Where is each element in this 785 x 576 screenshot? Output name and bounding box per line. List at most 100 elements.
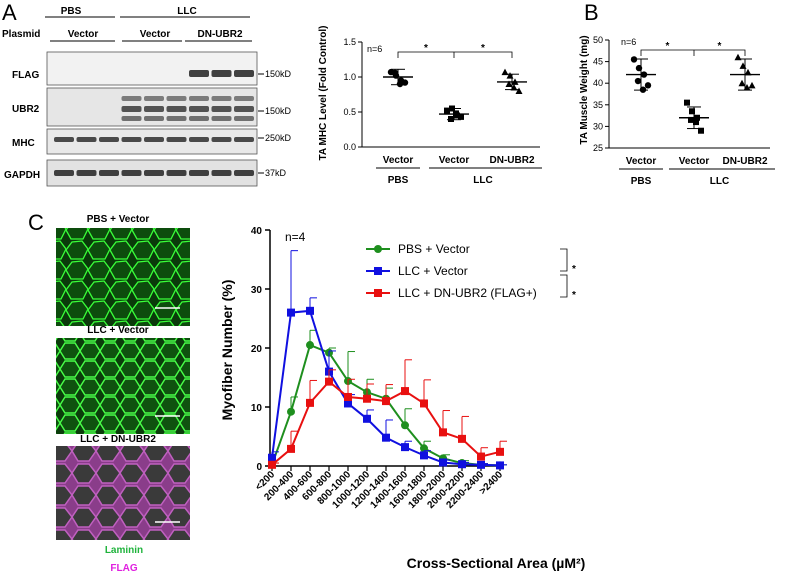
chart-c-ytick-label-0: 0	[256, 462, 262, 473]
blot-band-4-1	[76, 137, 97, 142]
chart-c-point-1-8	[420, 451, 428, 460]
blot-band-2-4	[144, 106, 164, 112]
chart-c-ytick-label-3: 30	[251, 285, 263, 296]
blot-band-4-4	[144, 137, 164, 142]
chart-c-point-1-7	[401, 443, 409, 452]
stain-label-laminin: Laminin	[105, 545, 143, 556]
chartA-ytick-label-1: 0.5	[343, 107, 356, 117]
chart-a-annotation: n=6	[367, 44, 382, 54]
plasmid-label: Plasmid	[2, 29, 40, 40]
blot-bands	[54, 70, 254, 176]
chartB-ytick-label-5: 50	[593, 35, 603, 45]
chart-c-point-2-8	[420, 399, 428, 408]
chart-b-group-pbs: PBS	[631, 176, 652, 187]
chartA-bracket	[397, 51, 513, 58]
blot-band-1-8	[234, 96, 254, 101]
micrograph-llc-vector	[56, 338, 190, 434]
plasmid-group-2: Vector	[140, 29, 171, 40]
chart-c-point-1-1	[287, 308, 295, 317]
blot-band-3-7	[211, 116, 232, 121]
chart-c-bracket-2	[560, 274, 568, 298]
micrograph-title-1: PBS + Vector	[87, 214, 150, 225]
blot-band-0-7	[211, 70, 232, 77]
chart-c-point-2-2	[306, 398, 314, 407]
chart-c-point-1-4	[344, 399, 352, 408]
blot-band-5-8	[234, 170, 254, 176]
chartB-ytick-label-3: 40	[593, 78, 603, 88]
blot-band-2-7	[211, 106, 232, 112]
chart-c-point-1-9	[439, 458, 447, 467]
chart-c-point-2-7	[401, 387, 409, 396]
blot-band-3-8	[234, 116, 254, 121]
chartB-ytick-label-2: 35	[593, 100, 603, 110]
chartA-point-2-3	[505, 80, 513, 87]
legend-marker-0	[374, 245, 382, 253]
micrograph-llc-vector-group: LLC + Vector	[56, 325, 190, 434]
chart-b-group-llc: LLC	[710, 176, 729, 187]
blot-band-1-6	[189, 96, 209, 101]
chart-b-category-3: DN-UBR2	[723, 156, 768, 167]
blot-band-5-1	[76, 170, 97, 176]
chart-b-annotation: n=6	[621, 37, 636, 47]
micrograph-llc-dnubr2	[56, 446, 190, 540]
blot-band-3-3	[121, 116, 142, 121]
chartB-point-1-0	[684, 99, 690, 106]
chart-a-group-llc: LLC	[473, 175, 492, 186]
blot-band-4-8	[234, 137, 254, 142]
chartA-point-1-0	[444, 107, 450, 114]
chart-c-point-0-1	[287, 407, 295, 416]
chart-c-point-2-12	[496, 447, 504, 456]
blot-strip-flag	[46, 51, 258, 86]
chart-c-point-0-2	[306, 341, 314, 350]
chart-a-group-pbs: PBS	[388, 175, 409, 186]
chart-c-xlabel: Cross-Sectional Area (µM²)	[407, 555, 586, 571]
chart-b-category-1: Vector	[626, 156, 657, 167]
chart-a-category-3: DN-UBR2	[490, 155, 535, 166]
chart-c-annotation: n=4	[285, 230, 306, 244]
chart-muscle-weight: TA Muscle Weight (mg) n=6 * * Vector Vec…	[579, 35, 775, 187]
blot-marker-gapdh: 37kD	[265, 168, 287, 178]
chartA-point-0-3	[391, 69, 399, 77]
legend-marker-2	[374, 289, 382, 297]
chartB-ytick-label-0: 25	[593, 143, 603, 153]
chartA-ytick-label-3: 1.5	[343, 37, 356, 47]
blot-band-5-3	[121, 170, 142, 176]
blot-band-2-6	[189, 106, 209, 112]
blot-band-5-2	[99, 170, 119, 176]
panel-letter-b: B	[584, 0, 599, 25]
blot-band-1-5	[166, 96, 187, 101]
blot-band-0-6	[189, 70, 209, 77]
plasmid-group-1: Vector	[68, 29, 99, 40]
micrograph-title-3: LLC + DN-UBR2	[80, 434, 156, 445]
chart-c-point-2-1	[287, 444, 295, 453]
blot-band-2-8	[234, 106, 254, 112]
chartA-ytick-label-0: 0.0	[343, 142, 356, 152]
chart-a-significance-1: *	[424, 43, 428, 54]
chart-c-point-2-6	[382, 397, 390, 406]
blot-band-4-3	[121, 137, 142, 142]
legend-marker-1	[374, 267, 382, 275]
chart-c-point-1-6	[382, 433, 390, 442]
chartA-ytick-label-2: 1.0	[343, 72, 356, 82]
chart-a-significance-2: *	[481, 43, 485, 54]
chartB-point-0-3	[634, 77, 642, 85]
chart-c-ytick-label-2: 20	[251, 344, 263, 355]
chartB-ytick-label-4: 45	[593, 57, 603, 67]
legend-label-0: PBS + Vector	[398, 242, 470, 256]
chartB-point-1-4	[693, 119, 699, 126]
blot-band-0-8	[234, 70, 254, 77]
chartB-point-2-3	[738, 79, 746, 87]
blot-band-5-5	[166, 170, 187, 176]
chart-c-significance-1: *	[572, 264, 576, 275]
blot-band-5-7	[211, 170, 232, 176]
chartB-point-1-5	[698, 127, 704, 134]
chartB-point-2-2	[744, 68, 752, 76]
blot-row-label-gapdh: GAPDH	[4, 170, 40, 181]
chart-b-significance-1: *	[666, 41, 670, 52]
micrograph-pbs-vector-group: PBS + Vector	[56, 214, 190, 326]
stain-label-flag: FLAG	[110, 563, 137, 574]
chartB-bracket	[640, 49, 746, 56]
chart-c-point-2-9	[439, 428, 447, 437]
western-blot: PBS LLC Plasmid Vector Vector DN-UBR2 FL…	[2, 6, 292, 187]
chart-c-point-2-11	[477, 452, 485, 461]
